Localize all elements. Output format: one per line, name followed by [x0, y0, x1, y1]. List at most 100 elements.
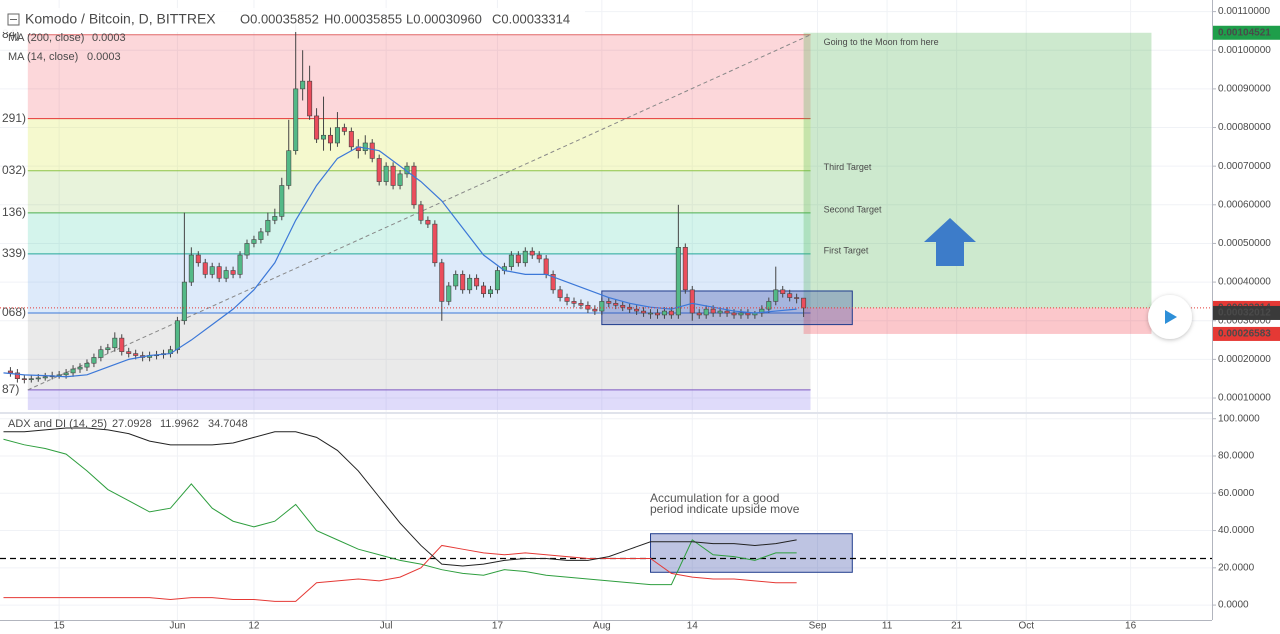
candle-body [606, 301, 612, 304]
candle-body [84, 362, 90, 368]
fib-level-label: 136) [2, 205, 26, 219]
candle-body [223, 270, 229, 279]
y-tick-label: 0.00030000 [1218, 315, 1271, 326]
candle-body [689, 289, 695, 314]
candle-body [529, 250, 535, 256]
candle-body [202, 262, 208, 275]
candle-body [411, 165, 417, 206]
candle-body [7, 370, 13, 374]
fib-band [27, 34, 811, 119]
candle-body [390, 165, 396, 186]
price-tag-label: 0.00104521 [1218, 27, 1271, 38]
candle-body [98, 349, 104, 358]
candle-body [794, 297, 800, 299]
adx-legend-title: ADX and DI (14, 25) [8, 418, 107, 430]
candle-body [481, 285, 487, 294]
y-tick-label: 80.0000 [1218, 451, 1255, 462]
position-loss-zone [803, 307, 1152, 334]
x-tick-label: 12 [248, 621, 260, 632]
candle-body [432, 223, 438, 264]
candle-body [759, 308, 765, 314]
candle-body [237, 254, 243, 275]
candle-body [557, 289, 563, 298]
candle-body [341, 127, 347, 132]
candle-body [654, 312, 660, 316]
candle-body [293, 88, 299, 152]
candle-body [453, 274, 459, 287]
fib-band [27, 313, 811, 390]
candle-body [133, 353, 139, 356]
candle-body [585, 304, 591, 310]
position-profit-zone [803, 32, 1152, 308]
y-tick-label: 0.00070000 [1218, 161, 1271, 172]
candle-body [126, 351, 132, 354]
candle-body [56, 374, 62, 377]
target-label: First Target [824, 245, 869, 255]
candle-body [70, 368, 76, 374]
candle-body [717, 310, 723, 314]
price-tag [1213, 25, 1280, 40]
play-button[interactable] [1148, 295, 1192, 339]
candle-body [494, 270, 500, 291]
candle-body [21, 378, 27, 380]
target-label: Third Target [824, 162, 872, 172]
candle-body [35, 377, 41, 380]
candle-body [195, 254, 201, 264]
indicator-value: 11.9962 [160, 418, 199, 430]
candle-body [515, 254, 521, 264]
candle-body [766, 301, 772, 310]
up-arrow-icon [924, 218, 976, 266]
indicator-line [3, 544, 797, 602]
indicator-value: 34.7048 [208, 418, 248, 430]
pane-separator [0, 412, 1212, 414]
candle-body [91, 357, 97, 364]
y-tick-label: 100.0000 [1218, 413, 1260, 424]
y-tick-label: 0.00090000 [1218, 84, 1271, 95]
candle-body [362, 142, 368, 152]
grid-layer [0, 0, 1212, 620]
fib-level-label: 291) [2, 111, 26, 125]
candle-body [682, 247, 688, 291]
price-tag [1213, 305, 1280, 320]
y-tick-label: 0.00080000 [1218, 122, 1271, 133]
annotation: Accumulation for a good period indicate … [650, 491, 800, 516]
symbol-title: Komodo / Bitcoin, D, BITTREX [25, 11, 216, 27]
play-icon[interactable] [1165, 310, 1177, 324]
candle-body [348, 131, 354, 148]
ohlc-low: L0.00030960 [406, 11, 482, 26]
indicator-value: 0.0003 [92, 32, 126, 44]
indicator-value: 0.0003 [87, 51, 121, 63]
indicator-value: 27.0928 [112, 418, 152, 430]
candle-body [550, 274, 556, 291]
candle-body [627, 306, 633, 310]
indicator-line [3, 438, 797, 586]
candle-body [467, 277, 473, 291]
candle-body [321, 134, 327, 140]
candle-body [425, 219, 431, 225]
candle-body [508, 254, 514, 267]
x-tick-label: 17 [492, 621, 504, 632]
y-tick-label: 0.00050000 [1218, 238, 1271, 249]
candle-body [620, 304, 626, 308]
x-tick-label: 15 [54, 621, 66, 632]
candle-body [369, 142, 375, 159]
fib-band [27, 389, 811, 410]
candle-body [300, 80, 306, 90]
collapse-icon[interactable] [7, 13, 20, 26]
candle-body [522, 250, 528, 264]
y-tick-label: 20.0000 [1218, 562, 1255, 573]
candle-body [724, 310, 730, 314]
candle-body [174, 320, 180, 351]
price-tag-label: 0.00026583 [1218, 329, 1271, 340]
candle-body [258, 231, 264, 240]
candle-body [28, 378, 34, 380]
x-tick-label: Aug [593, 621, 611, 632]
fib-level-label: 068) [2, 305, 26, 319]
candle-body [613, 303, 619, 306]
candle-body [272, 216, 278, 221]
candle-body [474, 277, 480, 287]
x-tick-label: 16 [1125, 621, 1137, 632]
candle-body [376, 158, 382, 182]
candle-body [314, 115, 320, 140]
